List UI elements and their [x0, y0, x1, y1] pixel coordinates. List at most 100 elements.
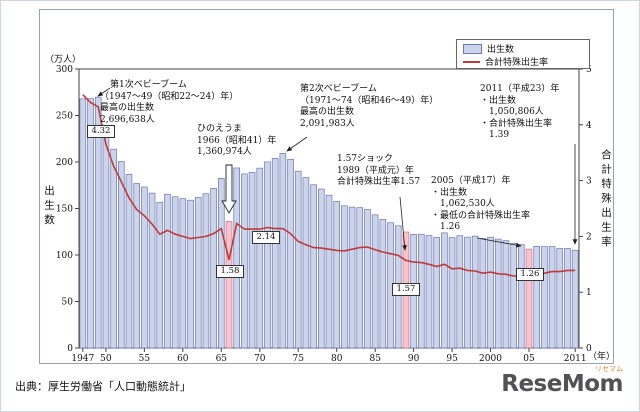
- annotation-2005: 2005（平成17）年 ・出生数 1,062,530人 ・最低の合計特殊出生率 …: [431, 176, 531, 232]
- left-tick-label: 0: [67, 344, 73, 354]
- right-tick-label: 0: [586, 344, 592, 354]
- birth-bar: [318, 188, 325, 349]
- birth-bar: [325, 194, 333, 349]
- birth-bar: [271, 158, 279, 349]
- birth-bar: [510, 243, 517, 349]
- left-axis-unit: （万人）: [45, 55, 82, 65]
- birth-bar: [287, 158, 294, 349]
- left-tick-label: 150: [56, 205, 73, 215]
- annotation-baby-boom-2: 第2次ベビーブーム （1971～74（昭和46～49）年） 最高の出生数 2,0…: [300, 84, 439, 129]
- birth-bar: [156, 201, 164, 349]
- birth-bar: [148, 192, 156, 349]
- pointer-arrow: [399, 196, 407, 251]
- figure-border: [39, 9, 614, 364]
- x-tick-label: 50: [100, 354, 112, 364]
- birth-bar: [448, 237, 456, 349]
- right-tick-label: 5: [586, 65, 592, 75]
- tfr-line-swatch: [463, 60, 480, 63]
- birth-bar: [118, 161, 125, 349]
- birth-bar: [433, 237, 440, 349]
- right-tick-label: 3: [586, 177, 592, 187]
- birth-bar: [425, 235, 433, 349]
- right-tick-label: 4: [586, 121, 592, 131]
- resemom-logo-ruby: リセマム: [595, 365, 623, 373]
- birth-bar: [248, 171, 256, 349]
- birth-bar: [464, 236, 471, 349]
- annotation-hinoeuma: ひのえうま 1966（昭和41）年 1,360,974人: [197, 124, 277, 157]
- birth-bar: [79, 98, 87, 349]
- left-tick-label: 100: [56, 251, 73, 261]
- birth-bar: [164, 193, 171, 349]
- left-axis-title: 出生数: [43, 185, 55, 229]
- birth-bar: [348, 206, 356, 349]
- right-tick-label: 1: [586, 288, 592, 298]
- x-tick-label: 85: [369, 354, 381, 364]
- x-tick-label: 2000: [479, 354, 502, 364]
- source-caption: 出典：厚生労働省「人口動態統計」: [15, 380, 191, 393]
- value-box-158: 1.58: [216, 265, 244, 278]
- hinoeuma-down-arrow-icon: [221, 164, 237, 214]
- birth-bar: [225, 221, 233, 349]
- value-box-157: 1.57: [392, 283, 420, 296]
- x-tick-label: 2011: [564, 354, 587, 364]
- x-tick-label: 1947: [71, 354, 94, 364]
- pointer-arrow: [286, 136, 308, 152]
- birth-bar: [125, 173, 133, 349]
- value-box-432: 4.32: [87, 125, 115, 138]
- legend-births-label: 出生数: [487, 45, 515, 55]
- birth-bar: [133, 183, 140, 349]
- annotation-157-shock: 1.57ショック 1989（平成元）年 合計特殊出生率1.57: [337, 154, 421, 187]
- birth-bar: [94, 96, 102, 349]
- birth-bar: [456, 235, 464, 349]
- birth-bar: [279, 153, 287, 349]
- birth-bar: [141, 186, 148, 349]
- resemom-logo: ReseMom リセマム: [501, 365, 623, 397]
- x-tick-label: 70: [254, 354, 266, 364]
- pointer-arrow: [476, 237, 522, 248]
- birth-bar: [356, 207, 364, 349]
- birth-bar: [202, 193, 210, 349]
- birth-bar: [379, 219, 387, 349]
- birth-bar: [487, 236, 494, 349]
- x-tick-label: 75: [292, 354, 304, 364]
- pointer-arrow: [97, 87, 111, 97]
- birth-bar: [310, 184, 317, 349]
- birth-bar: [302, 177, 310, 349]
- birth-bar: [241, 173, 248, 349]
- legend-row-tfr: 合計特殊出生率: [463, 55, 583, 68]
- birth-bar: [256, 167, 264, 349]
- birth-bar: [264, 161, 271, 349]
- left-tick-label: 250: [56, 112, 73, 122]
- birth-bar: [541, 246, 548, 349]
- x-tick-label: 65: [216, 354, 228, 364]
- birth-bar: [333, 200, 340, 349]
- left-tick-label: 50: [62, 298, 74, 308]
- birth-bar: [364, 209, 371, 349]
- birth-bar: [110, 148, 117, 349]
- birth-bar: [479, 238, 487, 349]
- x-tick-label: 90: [408, 354, 420, 364]
- birth-bar: [471, 235, 479, 349]
- births-swatch: [463, 43, 482, 54]
- birth-bar: [341, 205, 348, 349]
- birth-bar: [571, 249, 579, 349]
- value-box-126: 1.26: [516, 268, 544, 281]
- tfr-line: [82, 94, 576, 279]
- birth-bar: [102, 130, 110, 349]
- birth-bar: [518, 244, 525, 349]
- birth-bar: [556, 248, 564, 349]
- birth-bar: [194, 197, 202, 349]
- birth-bar: [233, 167, 240, 349]
- birth-bar: [533, 246, 540, 349]
- birth-bar: [171, 196, 179, 349]
- x-tick-label: 80: [331, 354, 343, 364]
- birth-bar: [294, 170, 302, 349]
- resemom-logo-text: ReseMom: [501, 371, 623, 397]
- right-axis-title: 合計特殊出生率: [600, 149, 612, 251]
- left-tick-label: 300: [56, 65, 73, 75]
- x-tick-label: 95: [446, 354, 458, 364]
- birth-bar: [502, 240, 510, 349]
- x-tick-label: 60: [177, 354, 189, 364]
- birth-bar: [525, 248, 533, 349]
